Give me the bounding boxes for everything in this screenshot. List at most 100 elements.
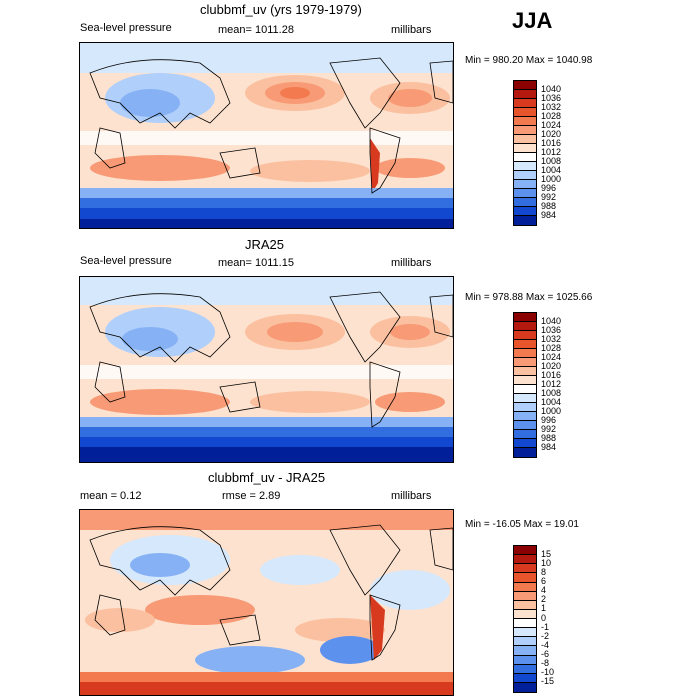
colorbar-label: 1000	[541, 405, 562, 416]
colorbar-swatch	[514, 430, 536, 439]
panel-2-field-label: Sea-level pressure	[80, 255, 172, 267]
colorbar-label: 1008	[541, 155, 562, 166]
panel-3-units: millibars	[391, 490, 432, 502]
colorbar-label: 1016	[541, 137, 562, 148]
colorbar-swatch	[514, 628, 536, 638]
colorbar-label: 992	[541, 191, 557, 202]
colorbar-label: 988	[541, 200, 557, 211]
colorbar-label: 1040	[541, 83, 562, 94]
colorbar-swatch	[514, 573, 536, 583]
colorbar-label: 1040	[541, 315, 562, 326]
colorbar-label: 1020	[541, 128, 562, 139]
colorbar-label: 1004	[541, 396, 562, 407]
colorbar-swatch	[514, 421, 536, 430]
colorbar-swatch	[514, 664, 536, 674]
colorbar-swatch	[514, 313, 536, 322]
colorbar-label: -2	[541, 630, 550, 641]
colorbar-swatch	[514, 646, 536, 656]
colorbar-label: -1	[541, 621, 550, 632]
colorbar-label: 2	[541, 594, 547, 605]
panel-1-colorbar	[513, 80, 537, 226]
season-title: JJA	[512, 8, 553, 33]
colorbar-swatch	[514, 180, 536, 189]
colorbar-swatch	[514, 126, 536, 135]
colorbar-swatch	[514, 609, 536, 619]
colorbar-label: 1024	[541, 351, 562, 362]
colorbar-swatch	[514, 216, 536, 225]
colorbar-swatch	[514, 322, 536, 331]
panel-3-title: clubbmf_uv - JRA25	[208, 470, 326, 485]
panel-1-colorbar-labels: 1040 1036 1032 1028 1024 1020 1016 1012 1008 1004…	[541, 80, 581, 224]
panel-3-mean: mean = 0.12	[80, 490, 142, 502]
colorbar-swatch	[514, 349, 536, 358]
colorbar-swatch	[514, 189, 536, 198]
colorbar-label: 1028	[541, 110, 562, 121]
colorbar-swatch	[514, 117, 536, 126]
colorbar-label: 1032	[541, 101, 562, 112]
colorbar-swatch	[514, 582, 536, 592]
colorbar-label: 1	[541, 603, 547, 614]
colorbar-swatch	[514, 673, 536, 683]
colorbar-label: -8	[541, 658, 550, 669]
colorbar-swatch	[514, 108, 536, 117]
panel-1-mean: mean= 1011.28	[218, 24, 294, 36]
panel-1-field-label: Sea-level pressure	[80, 22, 172, 34]
colorbar-swatch	[514, 600, 536, 610]
colorbar-label: 1036	[541, 324, 562, 335]
colorbar-label: 996	[541, 414, 557, 425]
colorbar-label: 0	[541, 612, 547, 623]
colorbar-swatch	[514, 637, 536, 647]
colorbar-label: 984	[541, 209, 557, 220]
colorbar-label: 984	[541, 441, 557, 452]
panel-1-minmax: Min = 980.20 Max = 1040.98	[465, 55, 593, 66]
colorbar-swatch	[514, 682, 536, 692]
colorbar-swatch	[514, 394, 536, 403]
colorbar-label: 1028	[541, 342, 562, 353]
panel-1-units: millibars	[391, 24, 432, 36]
colorbar-swatch	[514, 135, 536, 144]
colorbar-swatch	[514, 153, 536, 162]
colorbar-label: 992	[541, 423, 557, 434]
panel-3-rmse: rmse = 2.89	[222, 490, 281, 502]
colorbar-label: 10	[541, 557, 552, 568]
colorbar-swatch	[514, 331, 536, 340]
colorbar-swatch	[514, 439, 536, 448]
colorbar-swatch	[514, 655, 536, 665]
colorbar-label: 6	[541, 576, 547, 586]
colorbar-swatch	[514, 340, 536, 349]
colorbar-label: 988	[541, 432, 557, 443]
colorbar-label: 15	[541, 548, 552, 559]
colorbar-label: 1008	[541, 387, 562, 398]
colorbar-label: 1012	[541, 378, 562, 389]
panel-2-units: millibars	[391, 257, 432, 269]
colorbar-swatch	[514, 90, 536, 99]
colorbar-label: 1036	[541, 92, 562, 103]
colorbar-swatch	[514, 412, 536, 421]
colorbar-label: 4	[541, 585, 547, 596]
colorbar-swatch	[514, 162, 536, 171]
colorbar-swatch	[514, 358, 536, 367]
colorbar-swatch	[514, 564, 536, 574]
colorbar-swatch	[514, 448, 536, 457]
colorbar-swatch	[514, 99, 536, 108]
colorbar-label: 1012	[541, 146, 562, 157]
panel-1-title: clubbmf_uv (yrs 1979-1979)	[200, 2, 362, 17]
panel-3-map	[79, 509, 454, 696]
colorbar-swatch	[514, 619, 536, 629]
colorbar-label: -6	[541, 649, 550, 659]
panel-2-minmax: Min = 978.88 Max = 1025.66	[465, 292, 593, 303]
colorbar-swatch	[514, 207, 536, 216]
colorbar-swatch	[514, 81, 536, 90]
colorbar-label: 1016	[541, 369, 562, 380]
colorbar-swatch	[514, 403, 536, 412]
colorbar-label: -10	[541, 667, 555, 678]
colorbar-label: 1020	[541, 360, 562, 371]
colorbar-swatch	[514, 367, 536, 376]
colorbar-label: 1000	[541, 173, 562, 184]
colorbar-swatch	[514, 376, 536, 385]
panel-2-map	[79, 276, 454, 463]
panel-3-colorbar	[513, 545, 537, 693]
colorbar-swatch	[514, 546, 536, 556]
colorbar-swatch	[514, 198, 536, 207]
panel-2-colorbar	[513, 312, 537, 458]
